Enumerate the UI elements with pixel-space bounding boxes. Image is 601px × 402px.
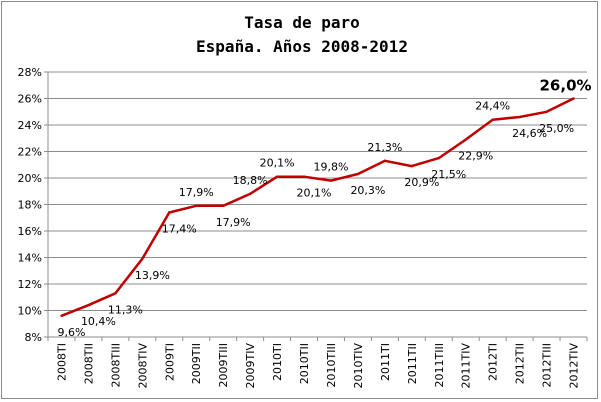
x-tick-label: 2008TI — [55, 343, 68, 381]
x-tick-label: 2009TIII — [217, 343, 230, 387]
data-label: 20,1% — [260, 157, 295, 170]
data-point — [383, 159, 387, 162]
x-tick-label: 2010TI — [271, 343, 284, 381]
data-point — [356, 172, 360, 176]
gridlines — [48, 71, 587, 338]
data-label: 18,8% — [233, 174, 268, 187]
y-tick-label: 22% — [18, 146, 42, 159]
y-axis-ticks: 8% 10% 12% 14% 16% 18% 20% 22% 24% 26% 28% — [18, 66, 48, 344]
x-tick-label: 2010TII — [298, 343, 311, 384]
data-label: 21,5% — [431, 168, 466, 181]
data-label: 24,6% — [512, 127, 547, 140]
y-tick-label: 20% — [18, 172, 42, 185]
y-tick-label: 18% — [18, 199, 42, 212]
x-axis-ticks: 2008TI 2008TII 2008TIII 2008TIV 2009TI 2009TI… — [47, 337, 588, 389]
data-label: 25,0% — [539, 122, 574, 135]
data-point — [464, 138, 467, 141]
x-tick-label: 2011TIV — [460, 343, 473, 389]
data-point — [248, 192, 252, 196]
data-labels: 9,6%10,4%11,3% 13,9% 17,4% 17,9% 17,9% 18,8% 2… — [57, 77, 591, 339]
data-label: 9,6% — [57, 326, 85, 339]
data-point — [491, 118, 494, 121]
data-point — [518, 115, 521, 119]
series-line — [61, 97, 575, 317]
y-tick-label: 16% — [18, 225, 42, 238]
data-point — [275, 175, 279, 178]
data-label: 17,4% — [162, 222, 197, 235]
x-tick-label: 2012TIII — [541, 343, 554, 387]
y-tick-label: 10% — [18, 305, 42, 318]
chart-title: Tasa de paro — [244, 13, 360, 32]
data-point — [302, 175, 306, 178]
x-tick-label: 2010TIII — [325, 343, 338, 387]
data-point — [87, 304, 90, 307]
data-label: 13,9% — [135, 269, 170, 282]
x-tick-label: 2010TIV — [352, 343, 365, 389]
y-tick-label: 28% — [18, 66, 42, 79]
x-tick-label: 2011TIII — [433, 343, 446, 387]
data-point — [572, 97, 575, 100]
data-point — [141, 257, 144, 261]
y-tick-label: 8% — [25, 331, 42, 344]
x-tick-label: 2009TI — [163, 343, 176, 381]
data-point — [114, 292, 117, 295]
data-point — [60, 314, 63, 317]
data-label: 22,9% — [458, 150, 493, 163]
data-label: 11,3% — [108, 303, 143, 316]
data-label: 17,9% — [179, 186, 214, 199]
y-tick-label: 26% — [18, 93, 42, 106]
y-tick-label: 24% — [18, 119, 42, 132]
x-tick-label: 2012TIV — [568, 343, 581, 389]
x-tick-label: 2008TIII — [109, 343, 122, 387]
x-tick-label: 2009TIV — [244, 343, 257, 389]
data-point — [437, 156, 440, 160]
data-label: 10,4% — [81, 315, 116, 328]
y-tick-label: 14% — [18, 252, 42, 265]
data-label: 26,0% — [540, 77, 592, 95]
x-tick-label: 2008TII — [82, 343, 95, 384]
data-point — [221, 204, 225, 208]
x-tick-label: 2011TI — [379, 343, 392, 381]
y-tick-label: 12% — [18, 278, 42, 291]
x-tick-label: 2009TII — [190, 343, 203, 384]
data-point — [195, 204, 198, 208]
data-label: 24,4% — [475, 100, 510, 113]
data-label: 20,1% — [297, 187, 332, 200]
data-label: 20,9% — [404, 176, 439, 189]
data-label: 20,3% — [350, 184, 385, 197]
x-tick-label: 2011TII — [406, 343, 419, 384]
chart-subtitle: España. Años 2008-2012 — [196, 37, 408, 56]
data-point — [545, 110, 548, 113]
data-point — [329, 179, 333, 182]
x-tick-label: 2008TIV — [136, 343, 149, 389]
x-tick-label: 2012TII — [514, 343, 527, 384]
data-label: 17,9% — [216, 216, 251, 229]
x-tick-label: 2012TI — [487, 343, 500, 381]
data-point — [168, 211, 171, 214]
data-label: 19,8% — [313, 161, 348, 174]
data-point — [410, 164, 414, 168]
series-unemployment-rate — [60, 97, 575, 317]
data-label: 21,3% — [367, 141, 402, 154]
